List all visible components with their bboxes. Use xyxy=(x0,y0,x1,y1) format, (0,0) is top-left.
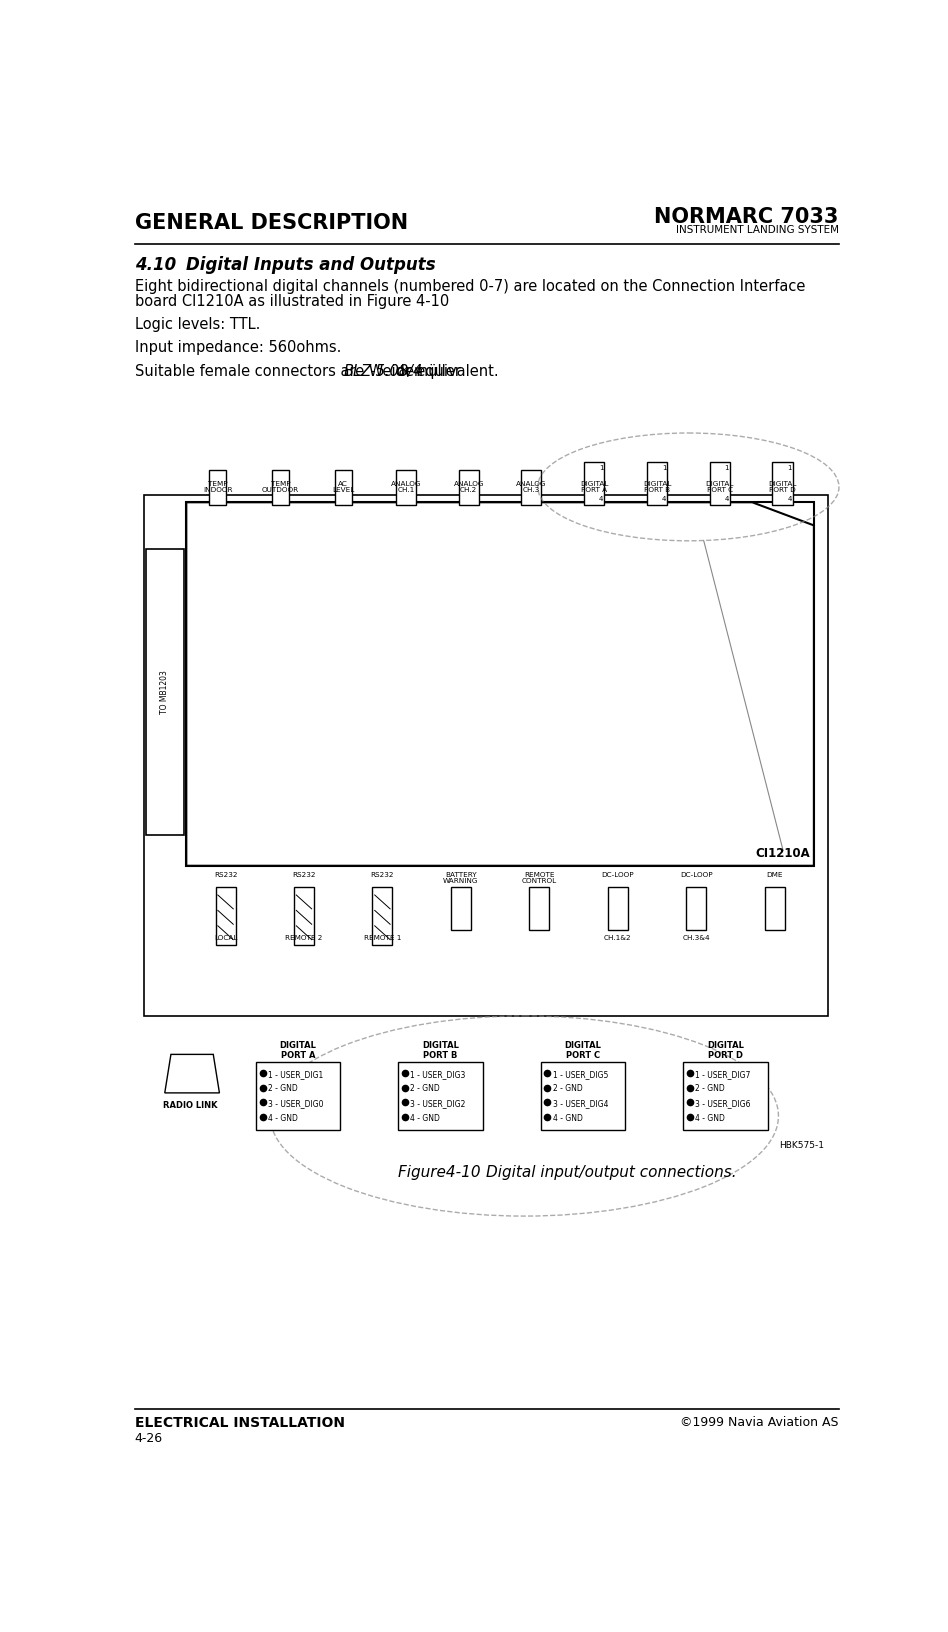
Text: 1 - USER_DIG3: 1 - USER_DIG3 xyxy=(410,1071,465,1079)
Text: DC-LOOP: DC-LOOP xyxy=(680,871,713,878)
Bar xyxy=(396,470,416,504)
Text: 3 - USER_DIG4: 3 - USER_DIG4 xyxy=(553,1098,609,1108)
Bar xyxy=(335,470,352,504)
Bar xyxy=(272,470,289,504)
Text: TEMP
OUTDOOR: TEMP OUTDOOR xyxy=(262,480,299,493)
Polygon shape xyxy=(187,503,814,865)
Text: GENERAL DESCRIPTION: GENERAL DESCRIPTION xyxy=(135,212,408,233)
Text: BLZ-5.08/4: BLZ-5.08/4 xyxy=(343,364,423,379)
Text: 1 - USER_DIG7: 1 - USER_DIG7 xyxy=(695,1071,751,1079)
Text: AC
LEVEL: AC LEVEL xyxy=(332,480,355,493)
Text: DIGITAL
PORT B: DIGITAL PORT B xyxy=(643,480,671,493)
Text: 1 - USER_DIG1: 1 - USER_DIG1 xyxy=(268,1071,323,1079)
Text: RADIO LINK: RADIO LINK xyxy=(163,1100,217,1110)
Text: 4: 4 xyxy=(724,496,729,503)
Text: or equivalent.: or equivalent. xyxy=(392,364,499,379)
Polygon shape xyxy=(165,1054,219,1093)
Text: TO MB1203: TO MB1203 xyxy=(160,669,170,713)
Text: 1: 1 xyxy=(724,465,729,470)
Bar xyxy=(210,470,227,504)
Text: board CI1210A as illustrated in Figure 4-10: board CI1210A as illustrated in Figure 4… xyxy=(135,294,449,308)
Text: ELECTRICAL INSTALLATION: ELECTRICAL INSTALLATION xyxy=(135,1417,345,1430)
Bar xyxy=(187,503,814,865)
Bar xyxy=(686,888,706,930)
Text: DME: DME xyxy=(766,871,783,878)
Text: 4 - GND: 4 - GND xyxy=(410,1113,440,1123)
Text: Digital Inputs and Outputs: Digital Inputs and Outputs xyxy=(187,256,436,274)
Bar xyxy=(294,888,314,945)
Text: DIGITAL
PORT D: DIGITAL PORT D xyxy=(707,1041,744,1059)
Text: DIGITAL
PORT A: DIGITAL PORT A xyxy=(580,480,609,493)
Text: 3 - USER_DIG0: 3 - USER_DIG0 xyxy=(268,1098,323,1108)
Bar xyxy=(710,462,730,504)
Text: 4: 4 xyxy=(599,496,604,503)
Bar xyxy=(144,494,828,1015)
Text: DC-LOOP: DC-LOOP xyxy=(601,871,634,878)
Text: REMOTE
CONTROL: REMOTE CONTROL xyxy=(521,871,556,885)
Text: 2 - GND: 2 - GND xyxy=(268,1084,298,1093)
Text: REMOTE 2: REMOTE 2 xyxy=(285,935,322,942)
Text: 4: 4 xyxy=(662,496,666,503)
Text: 2 - GND: 2 - GND xyxy=(410,1084,440,1093)
Text: Figure4-10: Figure4-10 xyxy=(398,1165,485,1180)
Text: ANALOG
CH.1: ANALOG CH.1 xyxy=(391,480,421,493)
Text: 2 - GND: 2 - GND xyxy=(695,1084,725,1093)
Text: 1: 1 xyxy=(662,465,666,470)
Text: RS232: RS232 xyxy=(371,871,394,878)
Text: DIGITAL
PORT C: DIGITAL PORT C xyxy=(564,1041,601,1059)
Bar xyxy=(215,888,235,945)
Text: NORMARC 7033: NORMARC 7033 xyxy=(654,207,839,227)
Text: 2 - GND: 2 - GND xyxy=(553,1084,583,1093)
Bar xyxy=(373,888,392,945)
Bar xyxy=(608,888,628,930)
Text: ANALOG
CH.2: ANALOG CH.2 xyxy=(453,480,484,493)
Bar xyxy=(540,1062,626,1129)
Text: 1 - USER_DIG5: 1 - USER_DIG5 xyxy=(553,1071,609,1079)
Text: Input impedance: 560ohms.: Input impedance: 560ohms. xyxy=(135,341,341,356)
Text: INSTRUMENT LANDING SYSTEM: INSTRUMENT LANDING SYSTEM xyxy=(676,225,839,235)
Bar xyxy=(683,1062,768,1129)
Text: TEMP
INDOOR: TEMP INDOOR xyxy=(203,480,232,493)
Bar xyxy=(256,1062,340,1129)
Text: Logic levels: TTL.: Logic levels: TTL. xyxy=(135,317,260,331)
Bar xyxy=(521,470,541,504)
Text: DIGITAL
PORT B: DIGITAL PORT B xyxy=(422,1041,459,1059)
Text: DIGITAL
PORT C: DIGITAL PORT C xyxy=(705,480,734,493)
Bar xyxy=(773,462,793,504)
Text: ANALOG
CH.3: ANALOG CH.3 xyxy=(517,480,547,493)
Text: HBK575-1: HBK575-1 xyxy=(779,1141,824,1151)
Text: Eight bidirectional digital channels (numbered 0-7) are located on the Connectio: Eight bidirectional digital channels (nu… xyxy=(135,279,805,294)
Text: Digital input/output connections.: Digital input/output connections. xyxy=(485,1165,737,1180)
Text: BATTERY
WARNING: BATTERY WARNING xyxy=(443,871,479,885)
Text: Suitable female connectors are Weidemüller: Suitable female connectors are Weidemüll… xyxy=(135,364,465,379)
Text: DIGITAL
PORT D: DIGITAL PORT D xyxy=(768,480,796,493)
Text: 4.10: 4.10 xyxy=(135,256,176,274)
Text: CH.3&4: CH.3&4 xyxy=(683,935,710,942)
Bar xyxy=(584,462,604,504)
Bar xyxy=(647,462,667,504)
Text: CH.1&2: CH.1&2 xyxy=(604,935,631,942)
Text: REMOTE 1: REMOTE 1 xyxy=(364,935,401,942)
Text: 1: 1 xyxy=(599,465,604,470)
Text: LOCAL: LOCAL xyxy=(214,935,237,942)
Bar xyxy=(451,888,471,930)
Text: 4 - GND: 4 - GND xyxy=(695,1113,725,1123)
Text: 4: 4 xyxy=(788,496,792,503)
Text: 1: 1 xyxy=(787,465,792,470)
Text: 3 - USER_DIG2: 3 - USER_DIG2 xyxy=(410,1098,465,1108)
Text: 4-26: 4-26 xyxy=(135,1431,163,1444)
Text: ©1999 Navia Aviation AS: ©1999 Navia Aviation AS xyxy=(680,1417,839,1430)
Text: RS232: RS232 xyxy=(292,871,316,878)
Text: 4 - GND: 4 - GND xyxy=(268,1113,298,1123)
Bar xyxy=(529,888,549,930)
Bar xyxy=(398,1062,483,1129)
Text: 4 - GND: 4 - GND xyxy=(553,1113,583,1123)
Text: RS232: RS232 xyxy=(214,871,237,878)
Bar xyxy=(765,888,785,930)
Bar xyxy=(145,548,184,836)
Text: 3 - USER_DIG6: 3 - USER_DIG6 xyxy=(695,1098,751,1108)
Text: CI1210A: CI1210A xyxy=(756,847,810,860)
Text: DIGITAL
PORT A: DIGITAL PORT A xyxy=(280,1041,317,1059)
Bar xyxy=(459,470,479,504)
